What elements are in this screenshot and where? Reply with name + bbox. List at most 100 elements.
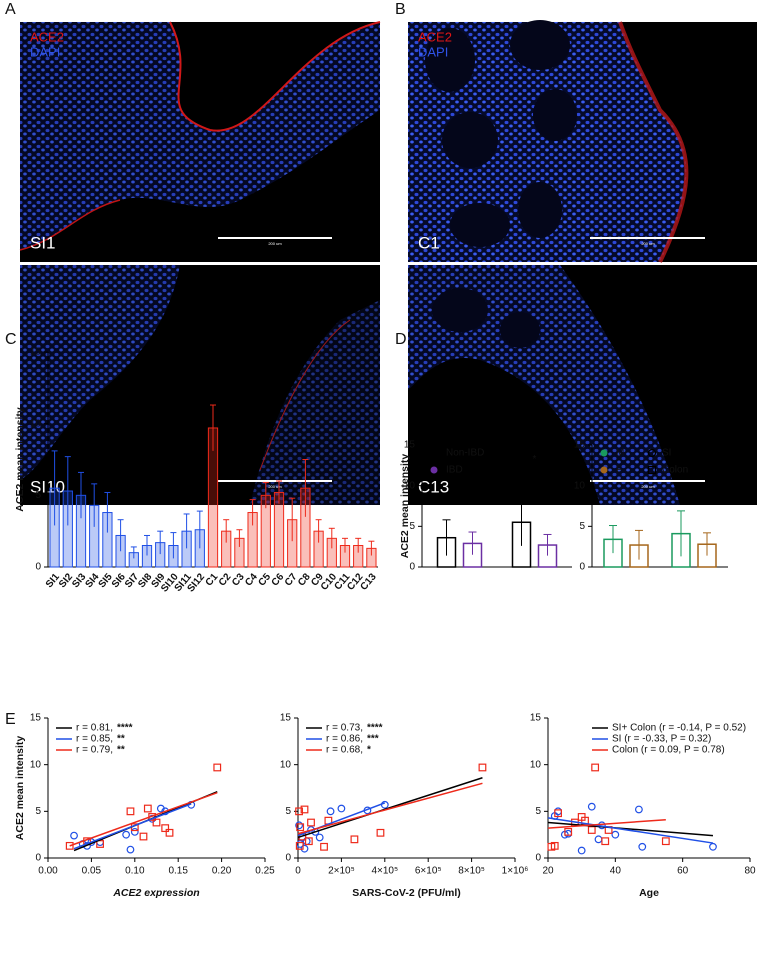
channel-label: DAPI <box>30 44 60 59</box>
point <box>126 807 135 816</box>
legend-label: Non-IBD <box>446 448 484 459</box>
point <box>296 823 305 832</box>
legend-label: r = 0.81, <box>76 723 113 734</box>
fit-line <box>69 791 218 847</box>
legend-marker <box>430 466 438 474</box>
point <box>320 842 328 851</box>
point <box>295 807 303 816</box>
x-axis-label: Age <box>639 887 659 899</box>
channel-label: ACE2 <box>418 29 452 44</box>
legend-stars: **** <box>117 723 133 734</box>
y-tick-label: 5 <box>535 806 541 817</box>
legend-stars: * <box>367 745 371 756</box>
legend-label: SI (r = -0.33, P = 0.32) <box>612 734 711 745</box>
point <box>307 818 315 827</box>
point <box>587 802 596 811</box>
y-tick-label: 5 <box>35 806 41 817</box>
point <box>126 845 135 854</box>
x-tick-label: 2×10⁵ <box>328 866 355 877</box>
point <box>601 837 610 846</box>
y-tick-label: 0 <box>35 853 41 864</box>
micrograph <box>19 21 381 505</box>
y-tick-label: 5 <box>579 521 585 532</box>
y-axis-label: ACE2 mean intensity <box>14 736 26 841</box>
fit-line <box>297 777 483 839</box>
y-axis-label: ACE2 mean intensity <box>14 407 26 512</box>
point <box>165 828 174 837</box>
x-tick-label: 0.00 <box>38 866 58 877</box>
point <box>376 828 385 837</box>
significance-label: * <box>533 454 537 465</box>
legend-stars: ** <box>117 745 125 756</box>
point <box>302 837 311 846</box>
significance-bracket <box>521 464 548 472</box>
panel-letter: B <box>395 1 406 18</box>
x-tick-label: 0.20 <box>212 866 232 877</box>
y-tick-label: 10 <box>30 759 42 770</box>
y-axis-label: ACE2 mean intensity <box>399 454 411 559</box>
point <box>587 826 596 834</box>
point <box>635 805 643 814</box>
point <box>315 833 324 842</box>
x-tick-label: 0.05 <box>82 866 102 877</box>
x-tick-label: 1×10⁶ <box>502 866 529 877</box>
point <box>709 842 717 851</box>
x-tick-label: 0.25 <box>255 866 275 877</box>
legend-stars: **** <box>367 723 383 734</box>
y-tick-label: 15 <box>280 713 292 724</box>
y-tick-label: 15 <box>30 347 42 358</box>
y-tick-label: 0 <box>35 562 41 573</box>
fit-line <box>547 821 714 837</box>
scale-label: 200 um <box>641 484 655 489</box>
channel-label: DAPI <box>418 44 448 59</box>
x-tick-label: 0.10 <box>125 866 145 877</box>
y-tick-label: 10 <box>530 759 542 770</box>
legend-label: Colon <box>662 465 688 476</box>
point <box>139 832 148 841</box>
micrograph <box>408 20 757 505</box>
point <box>478 763 487 772</box>
legend-label: SI <box>662 448 671 459</box>
point <box>380 800 389 809</box>
fit-line <box>73 803 192 850</box>
scale-label: 200 um <box>268 241 282 246</box>
legend-label: IBD <box>446 465 463 476</box>
point <box>350 835 359 844</box>
point <box>213 763 222 772</box>
x-tick-label: 80 <box>744 866 756 877</box>
point <box>65 841 74 850</box>
image-label: C13 <box>418 477 449 496</box>
point <box>304 837 313 846</box>
x-tick-label: 4×10⁵ <box>371 866 398 877</box>
x-tick-label: 8×10⁵ <box>458 866 485 877</box>
point <box>295 841 304 850</box>
point <box>577 846 586 855</box>
y-tick-label: 15 <box>30 713 42 724</box>
y-tick-label: 5 <box>285 806 291 817</box>
point <box>554 807 562 816</box>
legend-label: r = 0.73, <box>326 723 363 734</box>
point <box>130 827 139 836</box>
point <box>564 827 573 836</box>
x-axis-label: SARS-CoV-2 (PFU/ml) <box>352 887 461 899</box>
y-tick-label: 15 <box>530 713 542 724</box>
fit-line <box>547 818 666 829</box>
y-tick-label: 15 <box>404 440 416 451</box>
point <box>554 809 562 818</box>
legend-label: SI+ Colon (r = -0.14, P = 0.52) <box>612 723 746 734</box>
point <box>161 824 170 833</box>
image-label: C1 <box>418 233 440 252</box>
point <box>591 763 600 772</box>
legend-stars: ** <box>117 734 125 745</box>
point <box>295 821 303 830</box>
legend-label: Colon (r = 0.09, P = 0.78) <box>612 745 725 756</box>
x-tick-label: C13 <box>358 571 379 592</box>
point <box>152 818 161 827</box>
point <box>661 837 670 846</box>
x-axis-label: ACE2 expression <box>112 887 199 899</box>
point <box>96 840 104 848</box>
x-tick-label: 60 <box>677 866 689 877</box>
legend-marker <box>600 466 608 474</box>
channel-label: ACE2 <box>30 29 64 44</box>
image-label: SI1 <box>30 233 56 252</box>
